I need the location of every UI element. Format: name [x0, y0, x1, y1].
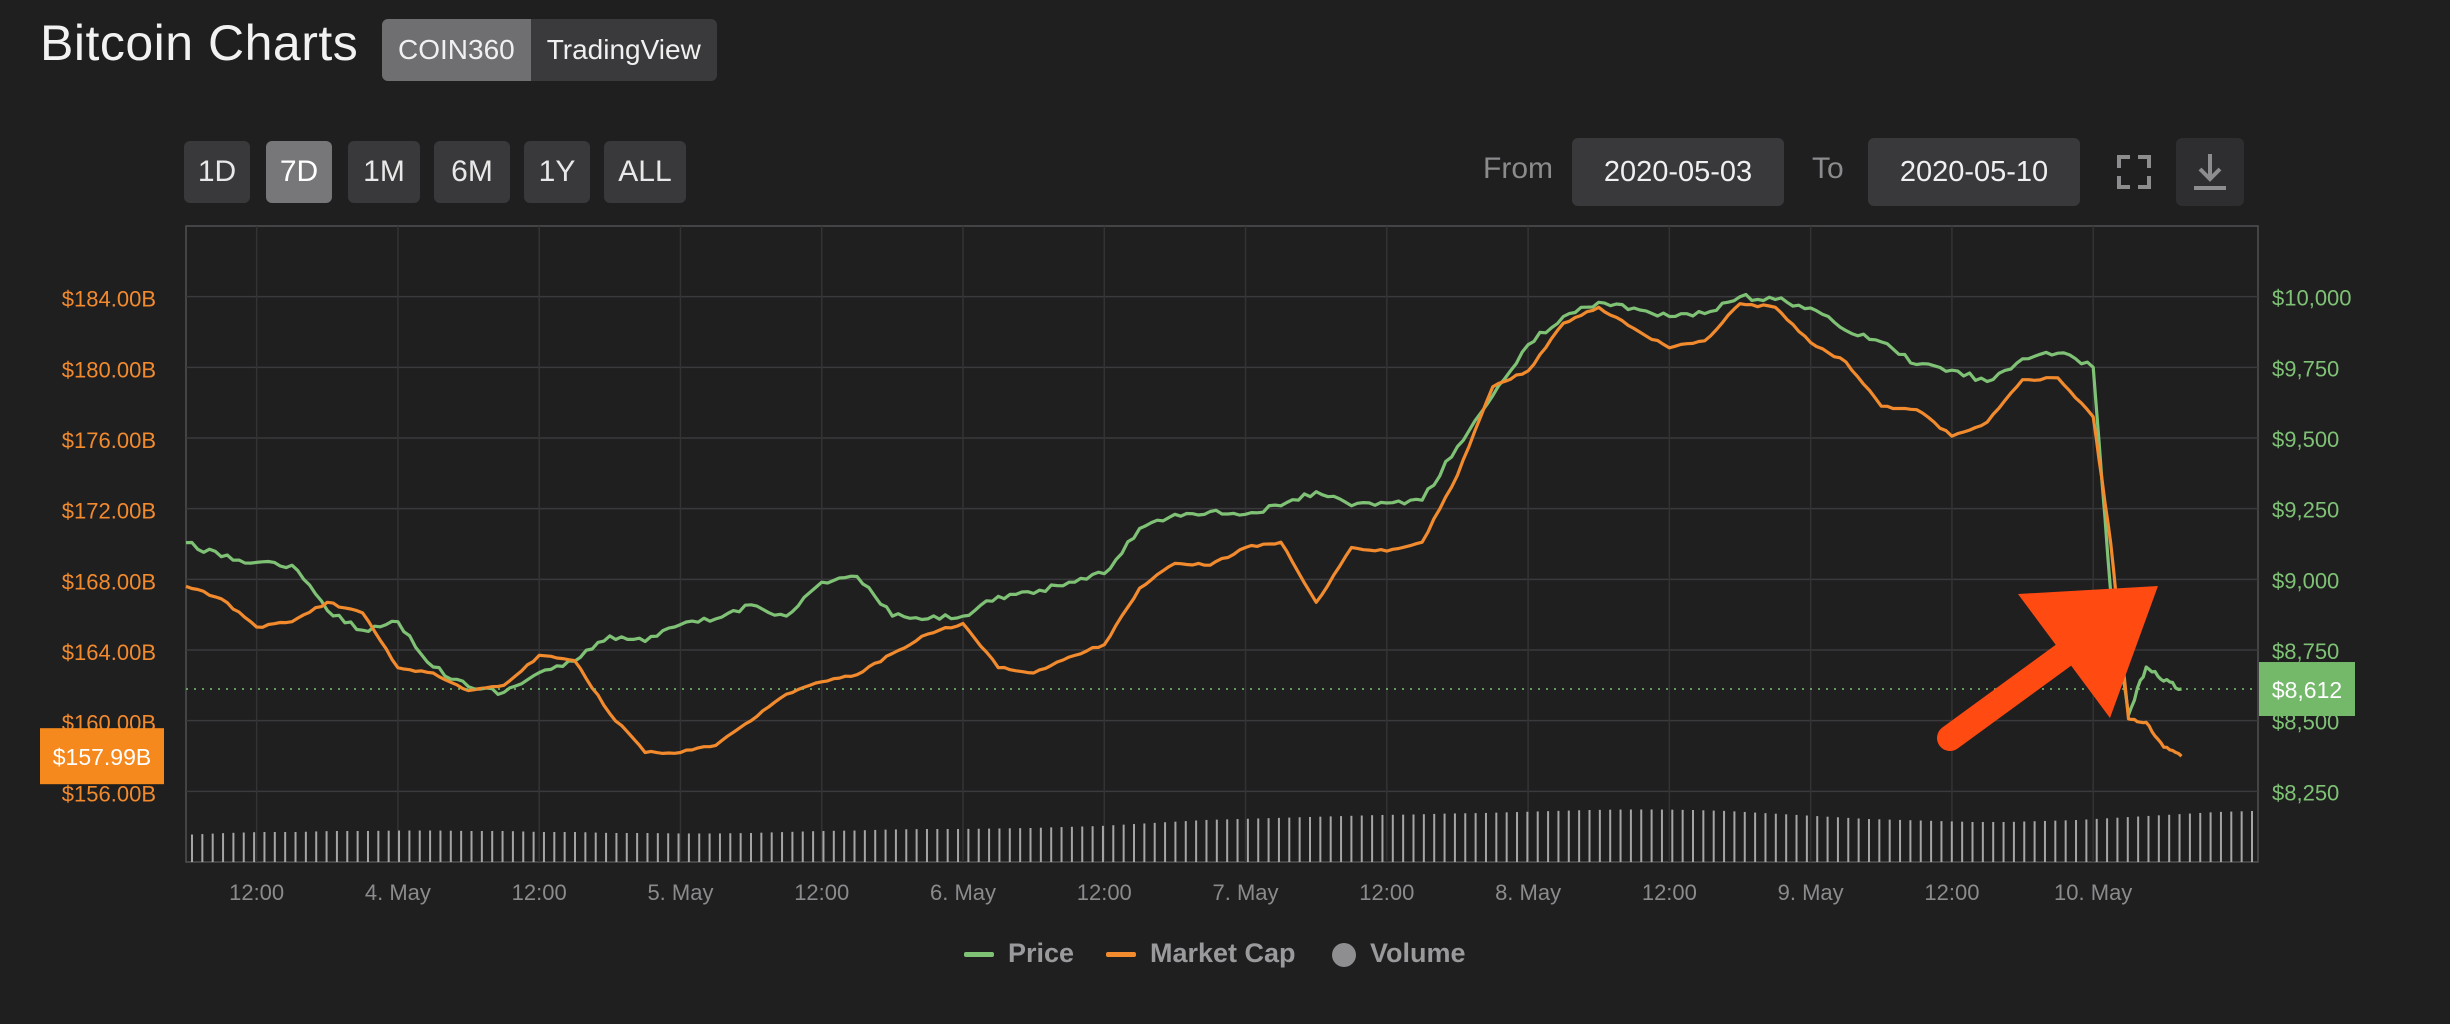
- chart-source-toggle: COIN360 TradingView: [382, 19, 717, 81]
- x-axis-tick-label: 4. May: [365, 880, 431, 905]
- right-axis-tick-label: $9,250: [2272, 498, 2339, 523]
- right-axis-tick-label: $9,000: [2272, 568, 2339, 593]
- x-axis-tick-label: 12:00: [1642, 880, 1697, 905]
- left-axis-tick-label: $172.00B: [62, 499, 156, 524]
- chart-lines: [185, 292, 2183, 758]
- download-icon: [2194, 154, 2226, 190]
- legend-label-price: Price: [1008, 938, 1075, 968]
- source-coin360-button[interactable]: COIN360: [382, 19, 531, 81]
- x-axis-tick-label: 12:00: [794, 880, 849, 905]
- range-1y-button[interactable]: 1Y: [524, 141, 590, 203]
- right-axis-tick-label: $9,750: [2272, 356, 2339, 381]
- download-button[interactable]: [2176, 138, 2244, 206]
- x-axis-tick-label: 8. May: [1495, 880, 1561, 905]
- annotation-arrow-icon: [1937, 586, 2158, 751]
- left-axis-tick-label: $168.00B: [62, 569, 156, 594]
- right-axis-tick-label: $8,750: [2272, 639, 2339, 664]
- x-axis-tick-label: 12:00: [1924, 880, 1979, 905]
- legend-item-market-cap[interactable]: Market Cap: [1106, 935, 1296, 971]
- volume-bars: [191, 809, 2253, 862]
- current-market-cap-label: $157.99B: [53, 744, 151, 770]
- x-axis-tick-label: 9. May: [1778, 880, 1844, 905]
- current-price-label: $8,612: [2272, 677, 2342, 703]
- legend-swatch-volume: [1332, 942, 1356, 967]
- left-axis-tick-label: $176.00B: [62, 428, 156, 453]
- x-axis-tick-label: 12:00: [1359, 880, 1414, 905]
- right-axis-tick-label: $8,250: [2272, 780, 2339, 805]
- legend-swatch-price: [964, 952, 994, 958]
- legend-swatch-market-cap: [1106, 952, 1136, 958]
- left-axis-tick-label: $156.00B: [62, 781, 156, 806]
- range-1m-button[interactable]: 1M: [348, 141, 420, 203]
- range-all-button[interactable]: ALL: [604, 141, 686, 203]
- legend-label-market-cap: Market Cap: [1150, 938, 1296, 968]
- left-axis-tick-label: $180.00B: [62, 357, 156, 382]
- legend-label-volume: Volume: [1370, 938, 1466, 968]
- range-6m-button[interactable]: 6M: [434, 141, 510, 203]
- x-axis-tick-label: 7. May: [1213, 880, 1279, 905]
- chart-axes: $156.00B$160.00B$164.00B$168.00B$172.00B…: [62, 286, 2352, 905]
- x-axis-tick-label: 12:00: [229, 880, 284, 905]
- chart-grid: [185, 225, 2259, 863]
- from-date-input[interactable]: 2020-05-03: [1572, 138, 1784, 206]
- right-axis-tick-label: $9,500: [2272, 427, 2339, 452]
- plot-frame: [185, 225, 2259, 863]
- x-axis-tick-label: 5. May: [647, 880, 713, 905]
- to-date-input[interactable]: 2020-05-10: [1868, 138, 2080, 206]
- x-axis-tick-label: 12:00: [512, 880, 567, 905]
- current-price-badge: [2259, 662, 2355, 717]
- source-tradingview-button[interactable]: TradingView: [530, 19, 717, 81]
- price-series-line: [185, 292, 2182, 717]
- x-axis-tick-label: 6. May: [930, 880, 996, 905]
- current-market-cap-badge: [40, 728, 164, 785]
- from-label: From: [1483, 152, 1553, 185]
- legend-item-price[interactable]: Price: [964, 935, 1074, 971]
- page-title: Bitcoin Charts: [40, 15, 359, 71]
- x-axis-tick-label: 10. May: [2054, 880, 2132, 905]
- legend-item-volume[interactable]: Volume: [1332, 935, 1466, 971]
- range-7d-button[interactable]: 7D: [266, 141, 332, 203]
- x-axis-tick-label: 12:00: [1077, 880, 1132, 905]
- market-cap-series-line: [185, 302, 2183, 758]
- left-axis-tick-label: $164.00B: [62, 640, 156, 665]
- right-axis-tick-label: $10,000: [2272, 286, 2352, 311]
- chart-overlay: $8,612 $157.99B: [40, 586, 2355, 785]
- annotation-arrow-head: [2018, 586, 2158, 718]
- fullscreen-icon: [2117, 155, 2151, 189]
- left-axis-tick-label: $184.00B: [62, 287, 156, 312]
- fullscreen-button[interactable]: [2100, 138, 2168, 206]
- range-1d-button[interactable]: 1D: [184, 141, 250, 203]
- to-label: To: [1812, 152, 1844, 185]
